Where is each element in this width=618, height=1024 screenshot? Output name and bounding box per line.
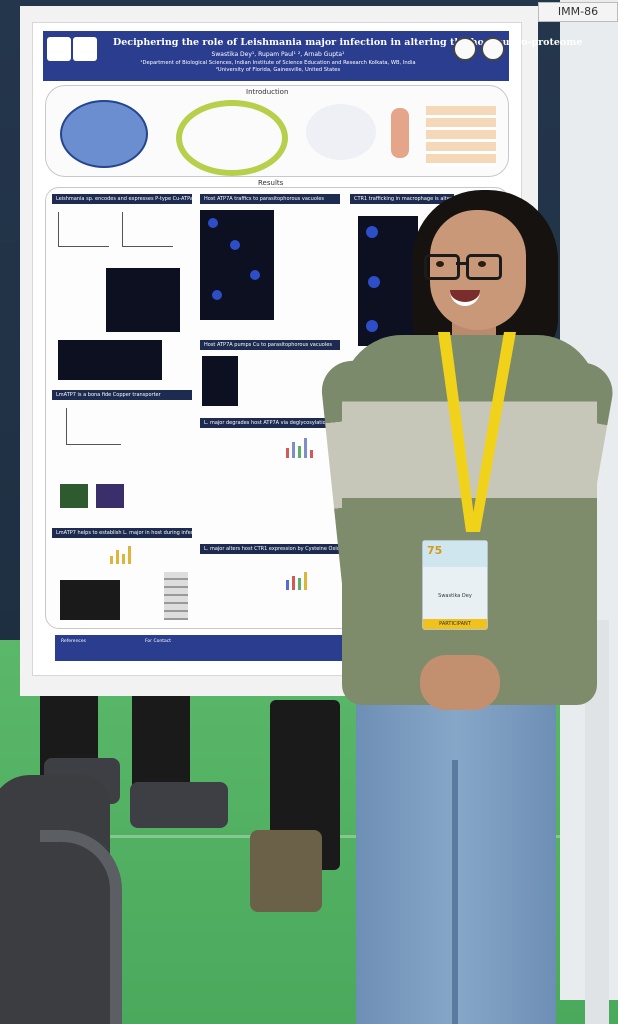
intro-panel: Introduction (45, 85, 509, 177)
poster-header: Deciphering the role of Leishmania major… (43, 31, 583, 81)
conference-badge: 75 Swastika Dey PARTICIPANT (422, 540, 488, 630)
intro-heading: Introduction (246, 88, 289, 96)
microscopy-grid-8 (60, 580, 120, 620)
microscopy-grid-6 (60, 484, 88, 508)
microscopy-grid-4 (58, 340, 162, 380)
contact-label: For Contact (145, 639, 171, 644)
section-title-5: Host ATP7A pumps Cu to parasitophorous v… (200, 340, 340, 350)
affiliation-2: ²University of Florida, Gainesville, Uni… (215, 67, 341, 73)
line-graph-2 (122, 212, 173, 247)
line-graph-1 (58, 212, 109, 247)
bg-sneaker-right (130, 782, 228, 828)
section-title-3: CTR1 trafficking in macrophage is altere… (350, 194, 454, 204)
section-title-6: L. major degrades host ATP7A via deglyco… (200, 418, 340, 428)
badge-number: 75 (427, 544, 443, 557)
eye-right (478, 261, 486, 267)
badge-role: PARTICIPANT (423, 619, 487, 629)
glasses-left-lens (424, 254, 460, 280)
lanyard-strap (438, 332, 516, 532)
gel-images (164, 572, 188, 620)
eye-left (436, 261, 444, 267)
poster-authors: Swastika Dey¹, Rupam Paul¹ ², Arnab Gupt… (211, 51, 345, 58)
microscopy-grid-3 (106, 268, 180, 332)
presenter-hands (420, 655, 500, 710)
microscopy-grid-1 (200, 210, 274, 320)
microscopy-grid-5 (202, 356, 238, 406)
bg-person2-boot (250, 830, 322, 912)
lab-logo (73, 37, 97, 61)
badge-name: Swastika Dey (438, 593, 472, 599)
microscopy-grid-2 (358, 216, 418, 346)
poster-affiliations: ¹Department of Biological Sciences, Indi… (113, 60, 443, 74)
bar-chart-3 (282, 570, 342, 590)
copper-schematic (306, 104, 376, 160)
human-figure (391, 108, 409, 158)
booth-tag: IMM-86 (538, 2, 618, 22)
glasses-bridge (456, 262, 466, 265)
affiliation-1: ¹Department of Biological Sciences, Indi… (140, 60, 416, 66)
organ-chart (426, 106, 496, 166)
parasite-lifecycle-illustration (176, 100, 288, 176)
macrophage-illustration (60, 100, 148, 168)
section-title-8: L. major alters host CTR1 expression by … (200, 544, 344, 554)
badge-header: 75 (423, 541, 487, 567)
emblem-logo-1 (453, 37, 477, 61)
emblem-logo-2 (481, 37, 505, 61)
section-title-7: LmATP7 helps to establish L. major in ho… (52, 528, 192, 538)
results-heading: Results (258, 179, 284, 187)
section-title-1: Leishmania sp. encodes and expresses P-t… (52, 194, 192, 204)
iiser-logo (47, 37, 71, 61)
line-graph-3 (66, 408, 121, 445)
backpack-strap (40, 830, 122, 1024)
presenter-face (430, 210, 526, 330)
section-title-2: Host ATP7A traffics to parasitophorous v… (200, 194, 340, 204)
poster-title: Deciphering the role of Leishmania major… (113, 37, 583, 48)
references-label: References (61, 639, 87, 644)
microscopy-grid-7 (96, 484, 124, 508)
bar-chart-2 (106, 544, 176, 564)
presenter-smile (450, 290, 480, 306)
glasses-right-lens (466, 254, 502, 280)
bar-chart-1 (282, 434, 342, 458)
jeans-seam (452, 760, 458, 1024)
section-title-4: LmATP7 is a bona fide Copper transporter (52, 390, 192, 400)
